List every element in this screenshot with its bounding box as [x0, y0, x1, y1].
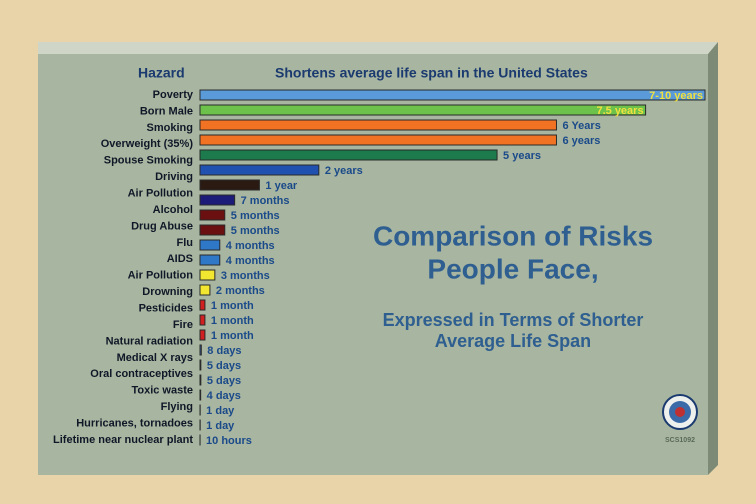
bar: [199, 314, 206, 326]
value-label: 6 Years: [562, 120, 600, 132]
category-label: Pesticides: [139, 302, 193, 314]
bar: [199, 89, 706, 101]
value-label: 1 day: [206, 420, 235, 432]
category-label: Fire: [173, 319, 193, 331]
axis-title: Hazard: [138, 65, 185, 81]
category-label: Toxic waste: [131, 385, 193, 397]
category-label: Flu: [177, 237, 194, 249]
value-label: 1 year: [265, 180, 298, 192]
bar: [199, 209, 226, 221]
bar: [199, 329, 206, 341]
value-label: 5 years: [503, 150, 541, 162]
value-label: 5 days: [207, 360, 241, 372]
title: Comparison of Risks: [373, 220, 653, 251]
category-label: Medical X rays: [117, 352, 193, 364]
header: Shortens average life span in the United…: [275, 65, 588, 81]
category-label: Drug Abuse: [131, 220, 193, 232]
value-label: 7.5 years: [596, 105, 643, 117]
category-label: Flying: [161, 401, 193, 413]
bar: [199, 119, 557, 131]
value-label: 4 days: [207, 390, 241, 402]
seal: [662, 394, 698, 430]
bar: [199, 104, 647, 116]
value-label: 10 hours: [206, 435, 252, 447]
value-label: 4 months: [226, 240, 275, 252]
category-label: Hurricanes, tornadoes: [76, 417, 193, 429]
bar: [199, 134, 557, 146]
value-label: 2 months: [216, 285, 265, 297]
category-label: AIDS: [167, 253, 193, 265]
bar: [199, 299, 206, 311]
category-label: Overweight (35%): [101, 138, 194, 150]
bar: [199, 374, 202, 386]
board-side: [708, 42, 718, 475]
value-label: 5 days: [207, 375, 241, 387]
value-label: 1 month: [211, 315, 254, 327]
bar: [199, 389, 202, 401]
value-label: 1 day: [206, 405, 235, 417]
category-label: Oral contraceptives: [90, 368, 193, 380]
value-label: 6 years: [562, 135, 600, 147]
category-label: Air Pollution: [128, 187, 194, 199]
category-label: Natural radiation: [106, 335, 194, 347]
bar: [199, 359, 202, 371]
bar: [199, 194, 236, 206]
category-label: Poverty: [153, 89, 194, 101]
value-label: 1 month: [211, 330, 254, 342]
bar: [199, 149, 498, 161]
value-label: 7-10 years: [649, 90, 703, 102]
category-label: Smoking: [147, 122, 193, 134]
title: People Face,: [427, 253, 598, 284]
category-label: Lifetime near nuclear plant: [53, 434, 193, 446]
category-label: Alcohol: [153, 204, 193, 216]
value-label: 3 months: [221, 270, 270, 282]
code: SCS1092: [665, 437, 695, 444]
bar: [199, 254, 221, 266]
value-label: 8 days: [207, 345, 241, 357]
bar: [199, 284, 211, 296]
value-label: 5 months: [231, 210, 280, 222]
category-label: Drowning: [142, 286, 193, 298]
bar: [199, 164, 320, 176]
category-label: Air Pollution: [128, 270, 194, 282]
subtitle: Expressed in Terms of Shorter: [383, 310, 644, 330]
bar: [199, 269, 216, 281]
bar: [199, 239, 221, 251]
value-label: 1 month: [211, 300, 254, 312]
board: [38, 54, 708, 475]
value-label: 4 months: [226, 255, 275, 267]
board-top: [38, 42, 718, 54]
category-label: Born Male: [140, 105, 193, 117]
value-label: 7 months: [241, 195, 290, 207]
value-label: 5 months: [231, 225, 280, 237]
bar: [199, 224, 226, 236]
bar: [199, 179, 260, 191]
value-label: 2 years: [325, 165, 363, 177]
bar: [199, 344, 202, 356]
subtitle: Average Life Span: [435, 331, 591, 351]
category-label: Spouse Smoking: [104, 155, 193, 167]
category-label: Driving: [155, 171, 193, 183]
